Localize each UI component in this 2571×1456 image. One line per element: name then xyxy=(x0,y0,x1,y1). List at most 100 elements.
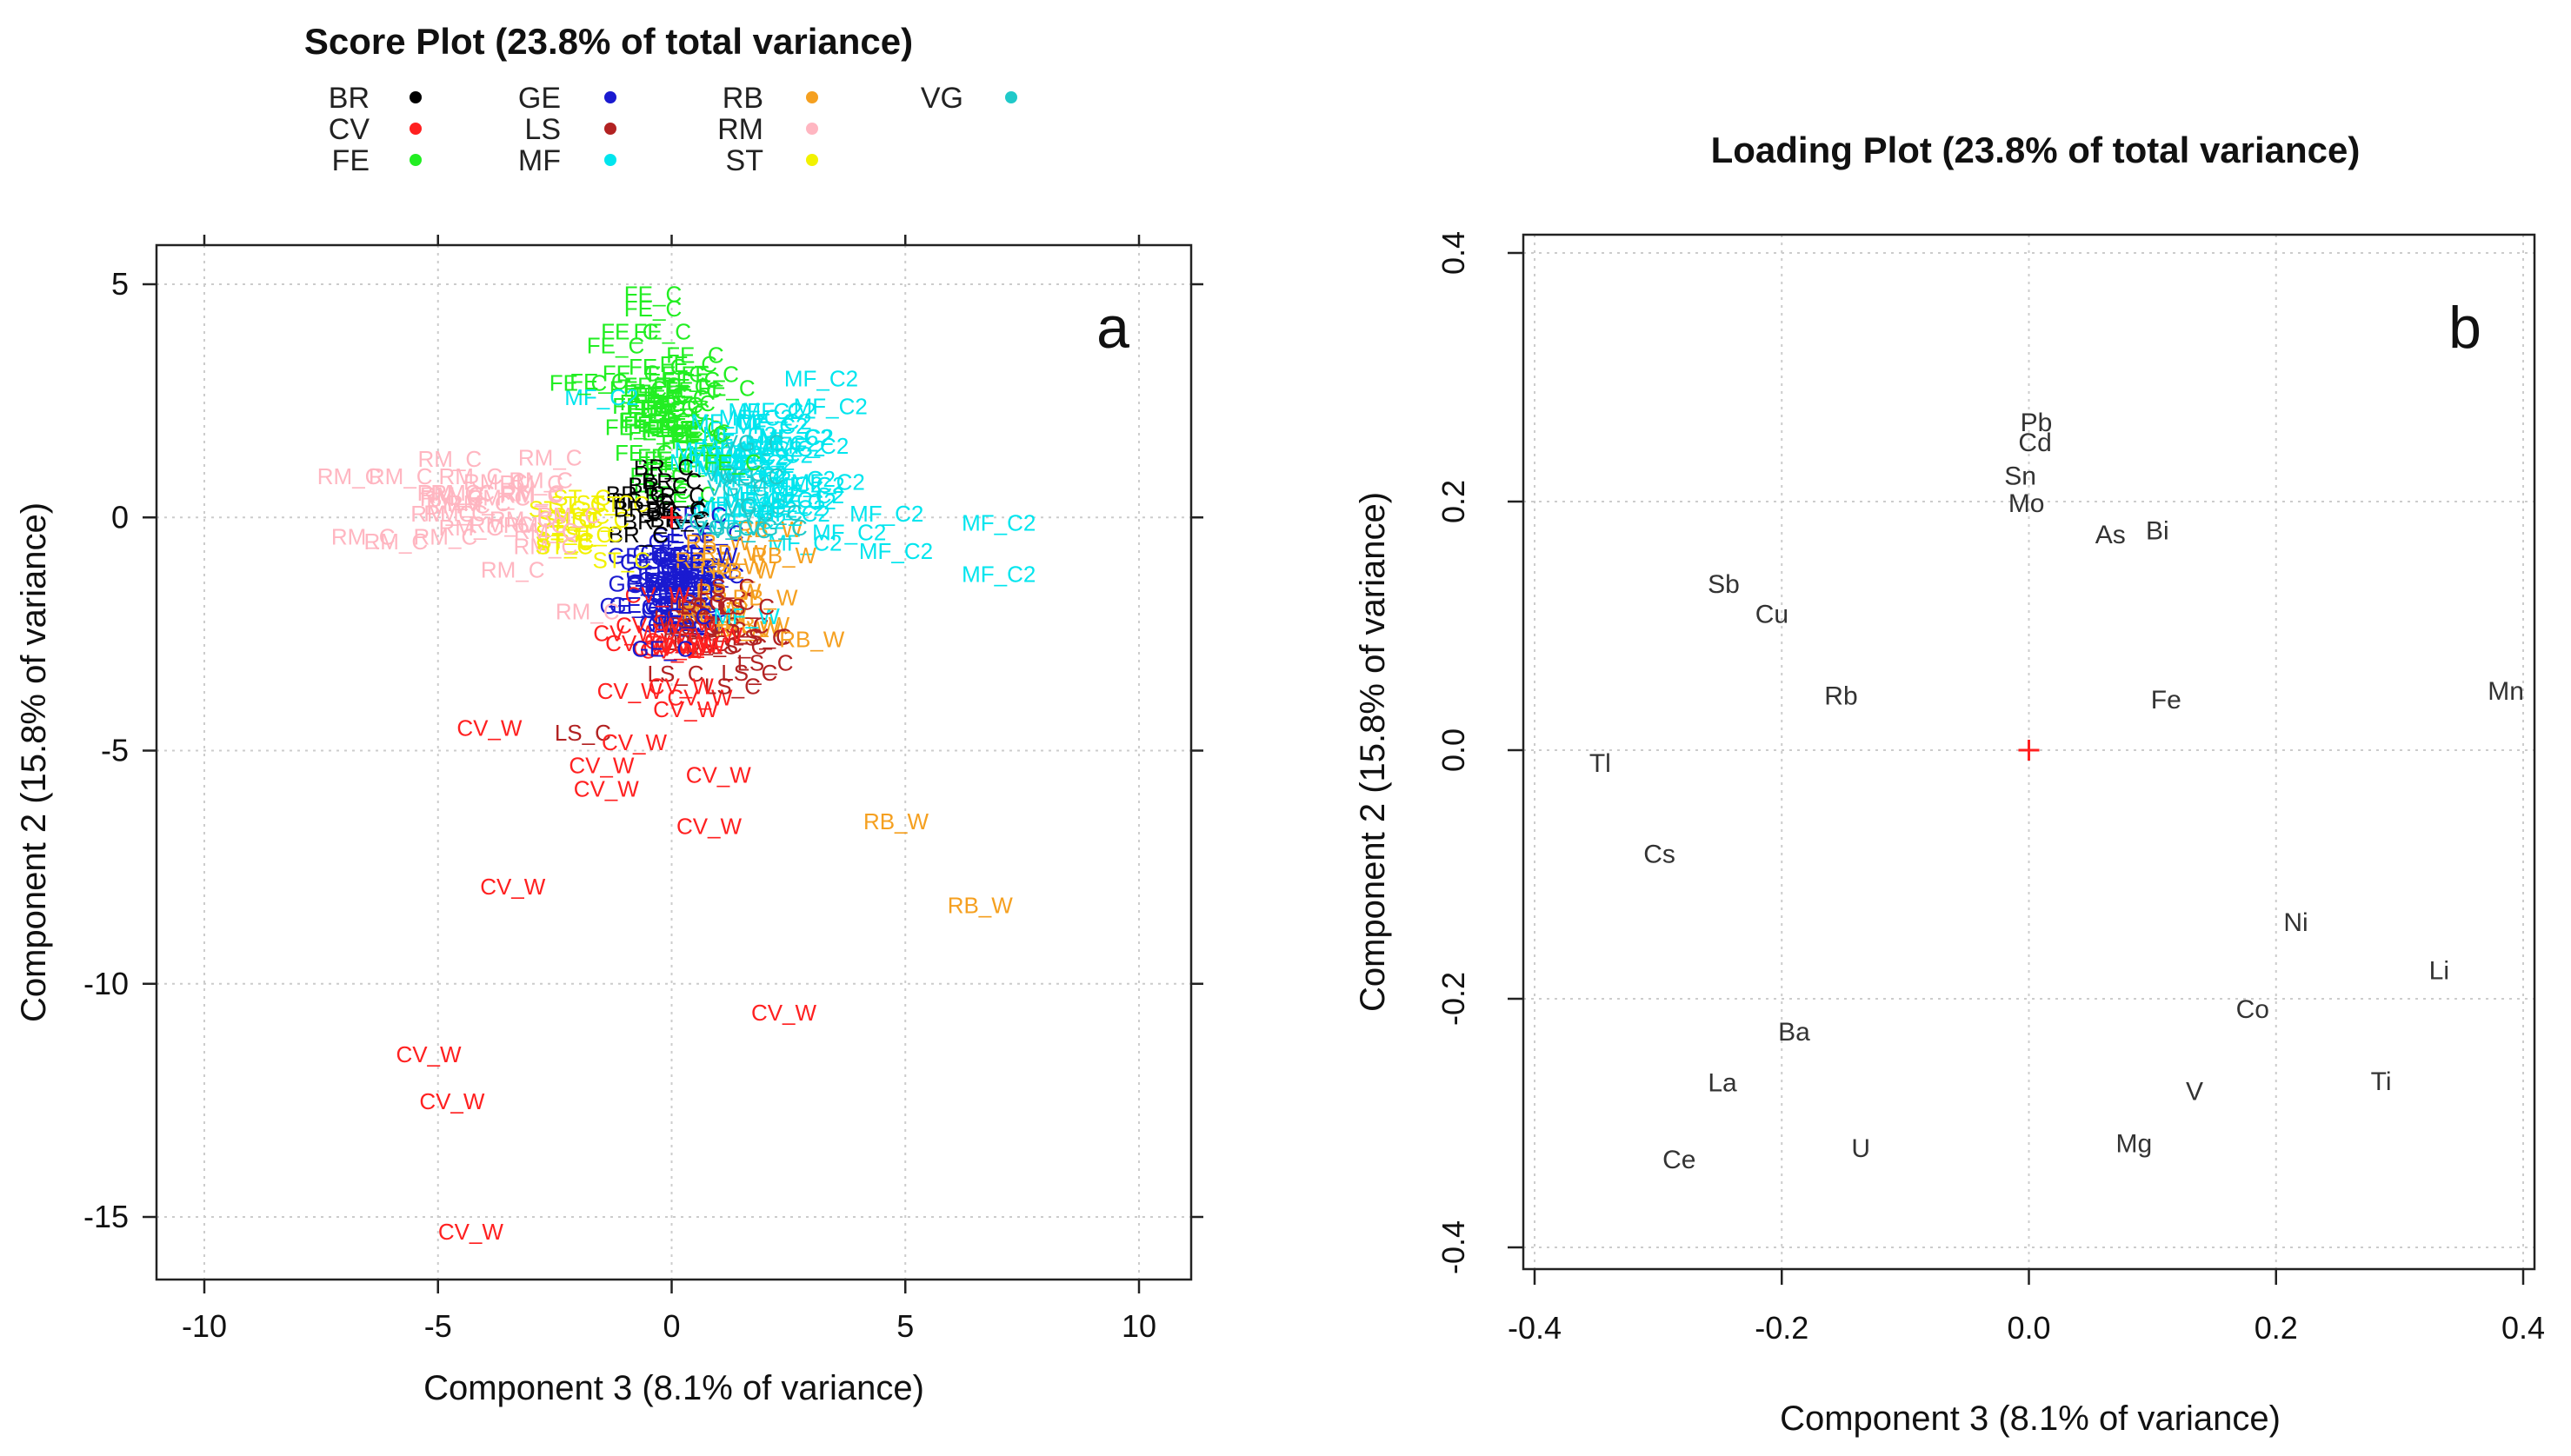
score-point-cluster: CV_W xyxy=(640,638,706,664)
score-point-cluster: RM_C xyxy=(501,480,565,506)
score-point: MF_C2 xyxy=(812,519,886,545)
loading-point: Rb xyxy=(1824,682,1857,711)
score-point-cluster: VG_C xyxy=(724,493,786,519)
score-point: FE_C xyxy=(666,342,723,368)
legend-label: BR xyxy=(329,82,370,115)
score-point-cluster: ST_C xyxy=(545,507,603,533)
legend-dot xyxy=(604,154,616,166)
loading-point: Cd xyxy=(2018,429,2051,457)
score-point-cluster: LS_C xyxy=(663,629,719,655)
legend-label: VG xyxy=(921,82,963,115)
score-point-cluster: FE_C xyxy=(644,456,702,482)
score-point-cluster: RM_C xyxy=(423,500,488,526)
score-point-cluster: FE_C xyxy=(641,416,698,442)
score-point-cluster: MF_C2 xyxy=(701,434,775,460)
score-point-cluster: LS_C xyxy=(732,625,789,651)
score-point-cluster: CV_W xyxy=(667,685,733,711)
score-point-cluster: GE_C xyxy=(683,562,744,588)
score-point-cluster: GE_C xyxy=(640,539,702,565)
score-point-cluster: RB_W xyxy=(683,601,749,627)
score-point-cluster: CV_W xyxy=(677,622,743,648)
score-point-cluster: GE_C xyxy=(657,592,719,618)
y-tick-label: 0.4 xyxy=(1435,231,1471,275)
score-point-cluster: FE_C xyxy=(646,416,703,442)
loading-point: Co xyxy=(2236,995,2269,1024)
score-point-cluster: FE_C xyxy=(691,442,749,468)
loading-point: Bi xyxy=(2146,516,2169,545)
loading-point: U xyxy=(1851,1134,1870,1163)
loading-point: Mn xyxy=(2488,677,2524,706)
score-point-cluster: RB_W xyxy=(685,529,751,555)
score-point-cluster: GE_C xyxy=(656,554,718,580)
score-point-cluster: GE_C xyxy=(608,542,669,568)
score-point-cluster: ST_C xyxy=(549,491,606,517)
score-point-cluster: FE_C xyxy=(601,318,658,344)
legend-dot xyxy=(604,91,616,103)
score-point-cluster: FE_C xyxy=(609,376,667,402)
loading-point: Mo xyxy=(2008,489,2045,518)
score-point-cluster: MF_C2 xyxy=(717,466,791,492)
score-point-cluster: FE_C xyxy=(645,392,703,418)
score-point-cluster: RB_W xyxy=(737,516,803,542)
score-point-cluster: VG_C xyxy=(710,517,772,543)
score-point-cluster: ST_C xyxy=(552,502,609,529)
score-point: GE_W xyxy=(671,542,738,568)
legend-dot xyxy=(410,154,422,166)
score-point-cluster: RM_C xyxy=(417,480,482,506)
score-point-cluster: FE_C xyxy=(663,367,720,393)
score-point-cluster: RB_W xyxy=(711,557,777,583)
score-point: RM_C xyxy=(369,463,433,489)
score-point-cluster: FE_C xyxy=(623,373,681,399)
score-point-cluster: ST_C xyxy=(536,505,594,531)
score-point-cluster: CV_W xyxy=(593,621,659,647)
score-point: MF_C2 xyxy=(859,538,933,564)
score-point-cluster: GE_C xyxy=(641,597,703,623)
score-point-cluster: CV_W xyxy=(660,633,726,659)
loading-point: Cu xyxy=(1755,600,1788,628)
score-point: GE_C xyxy=(608,570,669,596)
legend-dot xyxy=(410,91,422,103)
score-point-cluster: RM_C xyxy=(514,518,578,544)
score-point-cluster: MF_C2 xyxy=(775,433,849,459)
score-point: FE_C xyxy=(587,333,644,359)
score-point-cluster: MF_C2 xyxy=(791,469,865,495)
score-point-cluster: FE_C xyxy=(660,351,717,377)
score-point-cluster: RM_C xyxy=(503,512,568,538)
score-point-cluster: FE_C xyxy=(697,376,755,402)
loading-plot-x-axis: -0.4 -0.2 0.0 0.2 0.4 xyxy=(1508,1269,2545,1346)
score-point-cluster: RM_C xyxy=(499,470,563,496)
score-point-cluster: BR_C xyxy=(649,507,709,533)
score-point: RM_C xyxy=(331,524,396,550)
loading-point: Sb xyxy=(1708,570,1740,599)
score-point-cluster: MF_C2 xyxy=(745,430,819,456)
score-point-cluster: MF_C2 xyxy=(692,496,766,522)
score-point-cluster: GE_C xyxy=(626,562,688,588)
score-point-cluster: LS_C xyxy=(713,612,769,638)
score-point: FE_C xyxy=(703,449,761,475)
score-point-cluster: ST_C xyxy=(536,529,593,555)
score-point-cluster: MF_C2 xyxy=(737,409,811,435)
loading-plot-y-label: Component 2 (15.8% of variance) xyxy=(1354,492,1392,1012)
score-point-cluster: ST_C xyxy=(553,485,610,511)
score-point-cluster: MF_C2 xyxy=(723,497,797,523)
legend-label: RM xyxy=(717,113,763,146)
score-point-cluster: MF_C2 xyxy=(743,397,816,423)
score-point: MF_C2 xyxy=(962,562,1036,588)
legend-label: FE xyxy=(332,144,370,177)
score-point-cluster: FE_C xyxy=(658,482,716,508)
score-point-cluster: LS_C xyxy=(698,589,755,615)
score-point: RB_W xyxy=(863,808,929,834)
score-point-cluster: LS_C xyxy=(698,574,755,600)
x-tick-label: 10 xyxy=(1122,1308,1156,1344)
loading-plot-x-label: Component 3 (8.1% of variance) xyxy=(1780,1399,2281,1438)
score-point-cluster: MF_C2 xyxy=(690,409,764,435)
legend-dot xyxy=(604,123,616,135)
x-tick-label: -5 xyxy=(424,1308,452,1344)
score-point-cluster: RM_C xyxy=(430,480,495,506)
score-point-cluster: RM_C xyxy=(426,492,490,518)
score-plot-y-label: Component 2 (15.8% of variance) xyxy=(15,502,53,1022)
score-point-cluster: FE_C xyxy=(681,361,738,387)
x-tick-label: 0.4 xyxy=(2501,1310,2545,1346)
